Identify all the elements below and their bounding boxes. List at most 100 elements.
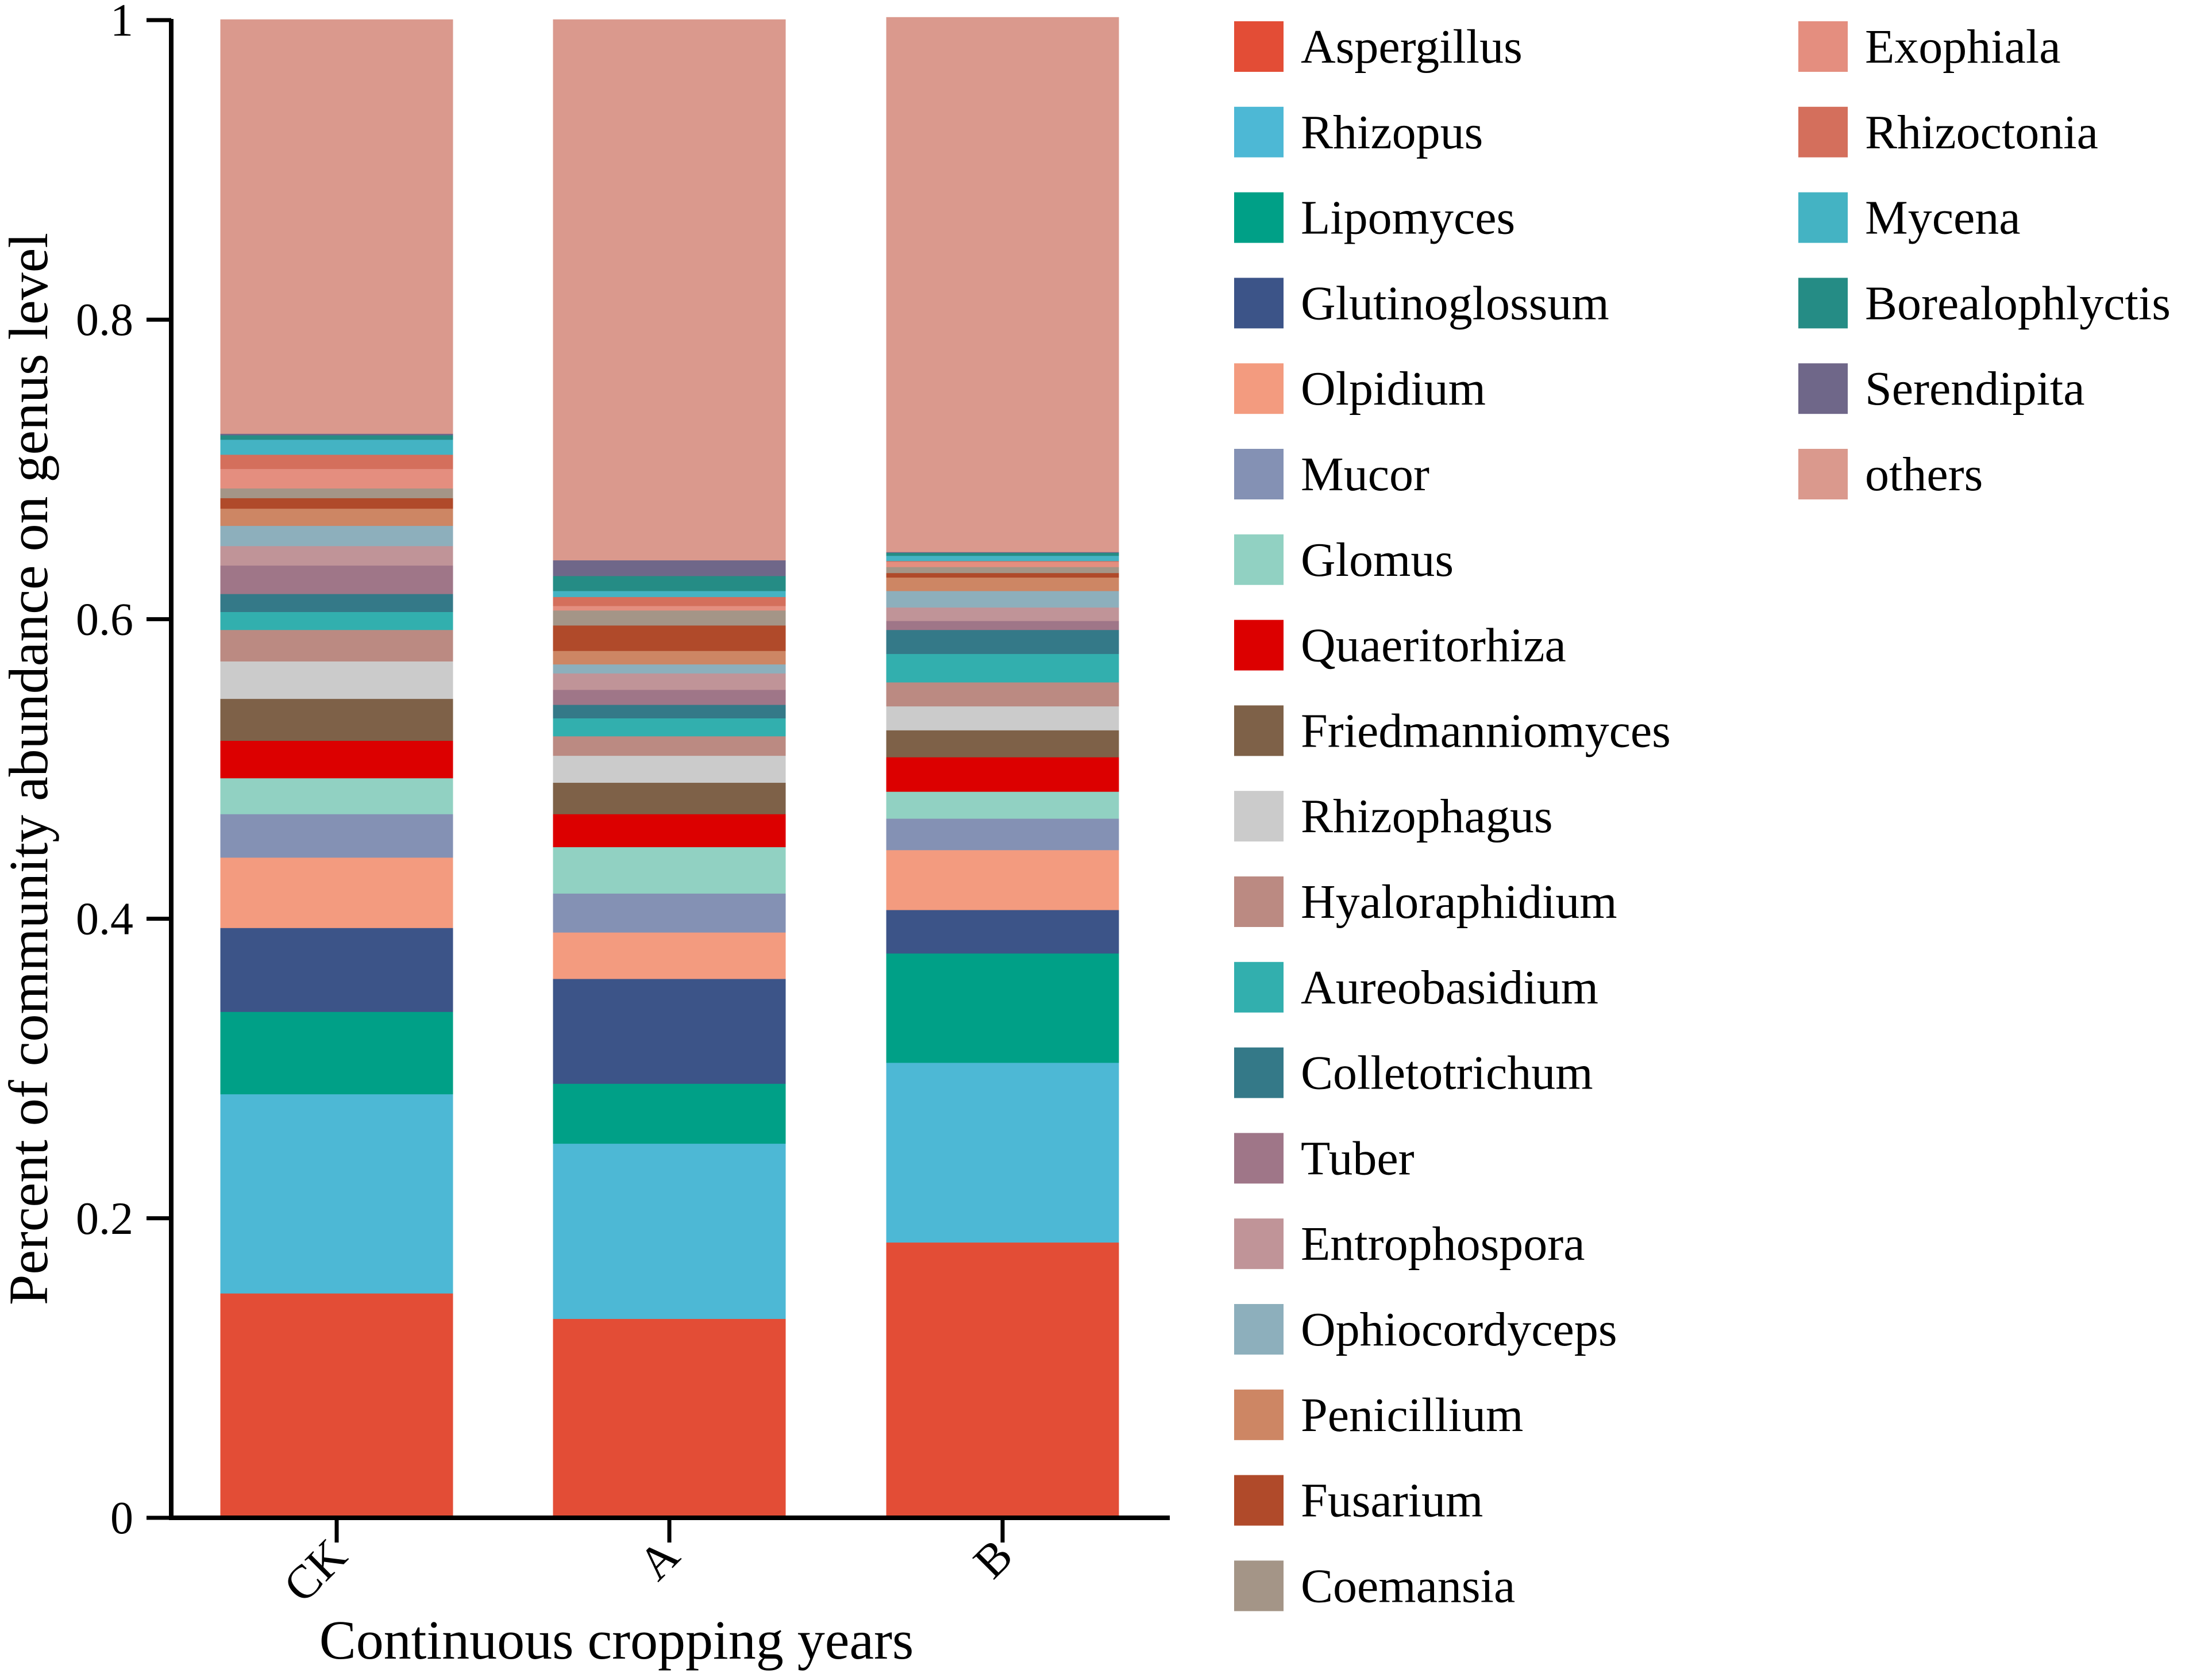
x-tick-label-b: B <box>964 1529 1023 1588</box>
legend-swatch <box>1798 192 1848 243</box>
bar-segment-ck-rhizophagus <box>220 661 453 699</box>
legend-swatch <box>1234 961 1284 1013</box>
bar-segment-ck-fusarium <box>220 498 453 509</box>
y-tick-label: 0 <box>110 1493 133 1544</box>
legend-swatch <box>1234 534 1284 585</box>
bar-segment-ck-olpidium <box>220 857 453 928</box>
legend-label: Friedmanniomyces <box>1301 704 1671 757</box>
legend-label: Aspergillus <box>1301 20 1523 74</box>
bar-segment-a-tuber <box>553 689 786 705</box>
bar-segment-a-lipomyces <box>553 1083 786 1144</box>
bar-segment-b-hyaloraphidium <box>886 682 1119 707</box>
x-ticks-group: CK A B <box>273 1518 1023 1612</box>
y-tick-label: 0.2 <box>76 1194 133 1244</box>
legend-item-tuber: Tuber <box>1234 1132 1415 1185</box>
legend-item-borealophlyctis: Borealophlyctis <box>1798 276 2171 330</box>
bar-segment-ck-rhizopus <box>220 1094 453 1294</box>
legend-swatch <box>1234 791 1284 842</box>
legend-swatch <box>1234 21 1284 72</box>
legend-item-friedmanniomyces: Friedmanniomyces <box>1234 704 1671 757</box>
bar-segment-b-fusarium <box>886 572 1119 578</box>
legend-label: Colletotrichum <box>1301 1047 1593 1100</box>
legend-swatch <box>1798 363 1848 414</box>
legend-item-colletotrichum: Colletotrichum <box>1234 1047 1593 1100</box>
legend-item-rhizophagus: Rhizophagus <box>1234 790 1553 843</box>
legend-label: Olpidium <box>1301 362 1486 416</box>
bar-segment-a-entrophospora <box>553 673 786 690</box>
legend-swatch <box>1798 449 1848 499</box>
legend-item-fusarium: Fusarium <box>1234 1474 1483 1528</box>
bar-segment-b-quaeritorhiza <box>886 757 1119 792</box>
legend-label: Tuber <box>1301 1132 1415 1185</box>
legend-label: Coemansia <box>1301 1559 1515 1613</box>
legend-swatch <box>1234 278 1284 329</box>
legend-label: Quaeritorhiza <box>1301 619 1566 672</box>
bar-segment-a-rhizophagus <box>553 755 786 783</box>
legend-item-coemansia: Coemansia <box>1234 1559 1515 1613</box>
legend-swatch <box>1234 1475 1284 1526</box>
legend-label: Rhizopus <box>1301 106 1483 159</box>
legend-swatch <box>1234 1047 1284 1098</box>
legend-swatch <box>1234 106 1284 157</box>
legend-swatch <box>1234 449 1284 499</box>
bar-segment-a-ophiocordyceps <box>553 664 786 674</box>
legend-item-serendipita: Serendipita <box>1798 362 2085 416</box>
bar-segment-ck-colletotrichum <box>220 594 453 612</box>
legend-swatch <box>1798 106 1848 157</box>
bar-segment-a-olpidium <box>553 932 786 979</box>
bar-segment-b-serendipita <box>886 552 1119 553</box>
bar-segment-a-serendipita <box>553 560 786 576</box>
legend-label: Rhizophagus <box>1301 790 1553 843</box>
legend-item-penicillium: Penicillium <box>1234 1388 1523 1442</box>
legend-label: Glomus <box>1301 533 1454 587</box>
legend-label: Rhizoctonia <box>1865 106 2098 159</box>
legend-swatch <box>1234 192 1284 243</box>
bar-segment-ck-quaeritorhiza <box>220 740 453 779</box>
x-axis-title: Continuous cropping years <box>319 1609 914 1671</box>
legend-swatch <box>1234 1133 1284 1184</box>
bar-segment-ck-mucor <box>220 814 453 858</box>
bar-segment-b-rhizophagus <box>886 706 1119 730</box>
legend-swatch <box>1234 705 1284 756</box>
bar-segment-b-exophiala <box>886 561 1119 567</box>
legend-label: Penicillium <box>1301 1388 1523 1442</box>
bar-segment-a-aspergillus <box>553 1318 786 1518</box>
bar-segment-a-rhizopus <box>553 1143 786 1320</box>
bar-segment-ck-tuber <box>220 565 453 594</box>
legend-label: Mucor <box>1301 448 1429 501</box>
y-tick-label: 0.6 <box>76 594 133 645</box>
bar-segment-a-mucor <box>553 893 786 933</box>
legend-label: Entrophospora <box>1301 1217 1585 1271</box>
bar-segment-b-mycena <box>886 555 1119 561</box>
bar-segment-a-mycena <box>553 590 786 597</box>
bar-segment-b-entrophospora <box>886 607 1119 621</box>
bar-segment-a-rhizoctonia <box>553 597 786 606</box>
bar-segment-b-penicillium <box>886 577 1119 591</box>
bar-segment-a-aureobasidium <box>553 718 786 737</box>
bar-segment-a-quaeritorhiza <box>553 814 786 848</box>
legend-item-aureobasidium: Aureobasidium <box>1234 961 1598 1014</box>
bar-segment-ck-borealophlyctis <box>220 434 453 440</box>
legend-item-hyaloraphidium: Hyaloraphidium <box>1234 875 1617 929</box>
bar-segment-ck-others <box>220 19 453 434</box>
bar-segment-b-aspergillus <box>886 1242 1119 1518</box>
bar-segment-b-tuber <box>886 621 1119 630</box>
legend-swatch <box>1234 620 1284 671</box>
bar-segment-ck-exophiala <box>220 468 453 489</box>
bar-segment-b-friedmanniomyces <box>886 730 1119 757</box>
legend-item-olpidium: Olpidium <box>1234 362 1486 416</box>
bar-segment-ck-serendipita <box>220 433 453 436</box>
bar-segment-b-borealophlyctis <box>886 552 1119 556</box>
bar-segment-b-glutinoglossum <box>886 909 1119 954</box>
bar-segment-a-penicillium <box>553 651 786 665</box>
y-tick-label: 0.8 <box>76 295 133 345</box>
bar-segment-b-colletotrichum <box>886 629 1119 654</box>
bar-segment-a-borealophlyctis <box>553 575 786 591</box>
bar-segment-ck-mycena <box>220 439 453 455</box>
bar-segment-ck-rhizoctonia <box>220 454 453 470</box>
legend-item-glomus: Glomus <box>1234 533 1454 587</box>
bar-segment-a-hyaloraphidium <box>553 736 786 756</box>
legend-item-exophiala: Exophiala <box>1798 20 2061 74</box>
legend-item-glutinoglossum: Glutinoglossum <box>1234 276 1609 330</box>
